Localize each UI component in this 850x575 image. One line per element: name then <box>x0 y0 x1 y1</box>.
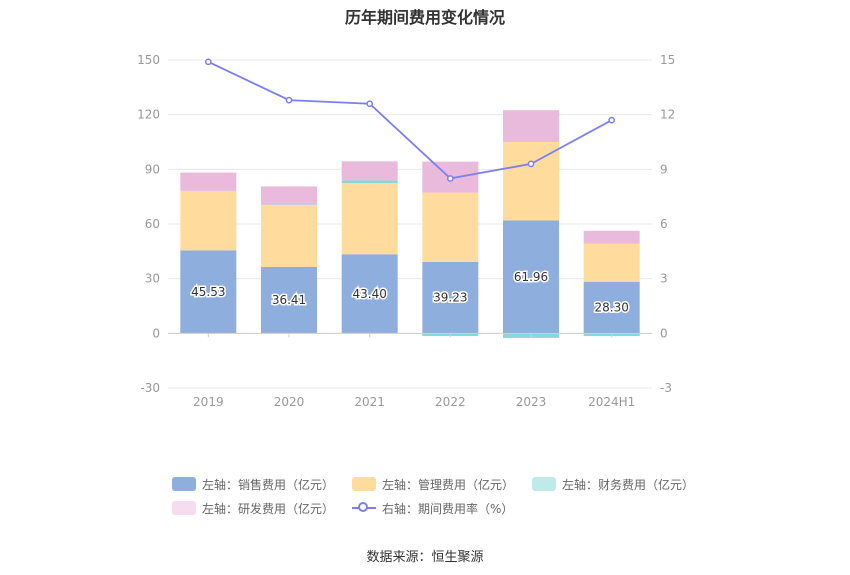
grid-layer <box>168 59 652 389</box>
legend-line-rate-icon <box>352 501 377 515</box>
point-rate <box>446 175 454 182</box>
bar-rnd <box>583 230 640 244</box>
x-tick-label: 2019 <box>193 395 224 409</box>
point-rate <box>608 116 616 124</box>
label-layer: 45.53 36.41 43.40 39.23 61.96 28.30 <box>190 268 631 316</box>
bar-rnd <box>180 172 237 191</box>
legend-row-1: 左轴：销售费用（亿元） 左轴：管理费用（亿元） 左轴：财务费用（亿元） <box>172 472 732 496</box>
y-tick-left: 0 <box>152 326 160 340</box>
bar-finance <box>341 180 398 184</box>
y-tick-left: -30 <box>140 381 160 395</box>
point-rate <box>204 58 212 66</box>
bar-sales <box>341 254 398 334</box>
bar-admin <box>503 142 559 221</box>
x-tick-label: 2020 <box>274 395 305 409</box>
legend-label-admin: 左轴：管理费用（亿元） <box>382 477 515 492</box>
data-label-sales: 43.40 <box>352 287 386 301</box>
bar-admin <box>341 183 398 255</box>
legend-swatch-rnd <box>172 501 196 515</box>
data-label-sales: 45.53 <box>191 285 225 299</box>
legend-label-rnd: 左轴：研发费用（亿元） <box>202 501 335 516</box>
legend-row-2: 左轴：研发费用（亿元） 右轴：期间费用率（%） <box>172 496 732 520</box>
legend-label-sales: 左轴：销售费用（亿元） <box>202 477 335 492</box>
chart-title: 历年期间费用变化情况 <box>344 8 505 27</box>
legend-swatch-sales <box>172 477 196 491</box>
chart-legend: 左轴：销售费用（亿元） 左轴：管理费用（亿元） 左轴：财务费用（亿元） 左轴：研… <box>172 472 732 520</box>
legend-label-rate: 右轴：期间费用率（%） <box>382 501 514 516</box>
legend-swatch-finance <box>532 477 557 491</box>
bar-sales <box>503 220 559 334</box>
y-tick-right: 6 <box>660 217 668 231</box>
line-rate <box>207 61 613 180</box>
point-rate <box>527 160 535 168</box>
point-rate <box>285 96 293 104</box>
legend-item-rnd[interactable]: 左轴：研发费用（亿元） <box>172 500 334 517</box>
y-tick-right: -3 <box>660 381 672 395</box>
bar-admin <box>180 191 237 251</box>
y-tick-right: 15 <box>660 53 675 67</box>
y-tick-right: 12 <box>660 108 675 122</box>
y-tick-left: 150 <box>137 53 160 67</box>
data-source: 数据来源：恒生聚源 <box>366 550 484 565</box>
line-layer <box>204 58 616 182</box>
legend-item-admin[interactable]: 左轴：管理费用（亿元） <box>352 476 514 493</box>
data-label-sales: 28.30 <box>594 301 628 315</box>
bar-sales <box>180 250 237 334</box>
x-tick-label: 2023 <box>516 395 547 409</box>
y-tick-right: 9 <box>660 162 668 176</box>
legend-item-finance[interactable]: 左轴：财务费用（亿元） <box>532 476 694 493</box>
y-tick-left: 30 <box>145 272 160 286</box>
bar-admin <box>422 192 479 262</box>
bar-sales <box>422 261 479 334</box>
legend-label-finance: 左轴：财务费用（亿元） <box>562 477 695 492</box>
y-tick-left: 60 <box>145 217 160 231</box>
y-tick-right: 0 <box>660 326 668 340</box>
y-tick-left: 120 <box>137 108 160 122</box>
legend-item-rate[interactable]: 右轴：期间费用率（%） <box>352 500 513 517</box>
bar-sales <box>261 266 317 334</box>
x-tick-label: 2022 <box>435 395 466 409</box>
bar-admin <box>261 205 317 267</box>
legend-item-sales[interactable]: 左轴：销售费用（亿元） <box>172 476 334 493</box>
bar-sales <box>583 281 640 334</box>
bar-rnd <box>341 161 398 181</box>
bar-rnd <box>503 110 559 143</box>
data-label-sales: 36.41 <box>272 293 306 307</box>
y-tick-left: 90 <box>145 162 160 176</box>
x-tick-label: 2021 <box>354 395 385 409</box>
legend-swatch-admin <box>352 477 377 491</box>
x-tick-label: 2024H1 <box>588 395 635 409</box>
bar-admin <box>583 243 640 282</box>
y-tick-right: 3 <box>660 272 668 286</box>
data-label-sales: 61.96 <box>514 270 548 284</box>
data-label-sales: 39.23 <box>433 291 467 305</box>
point-rate <box>366 100 374 108</box>
bar-rnd <box>261 186 317 205</box>
